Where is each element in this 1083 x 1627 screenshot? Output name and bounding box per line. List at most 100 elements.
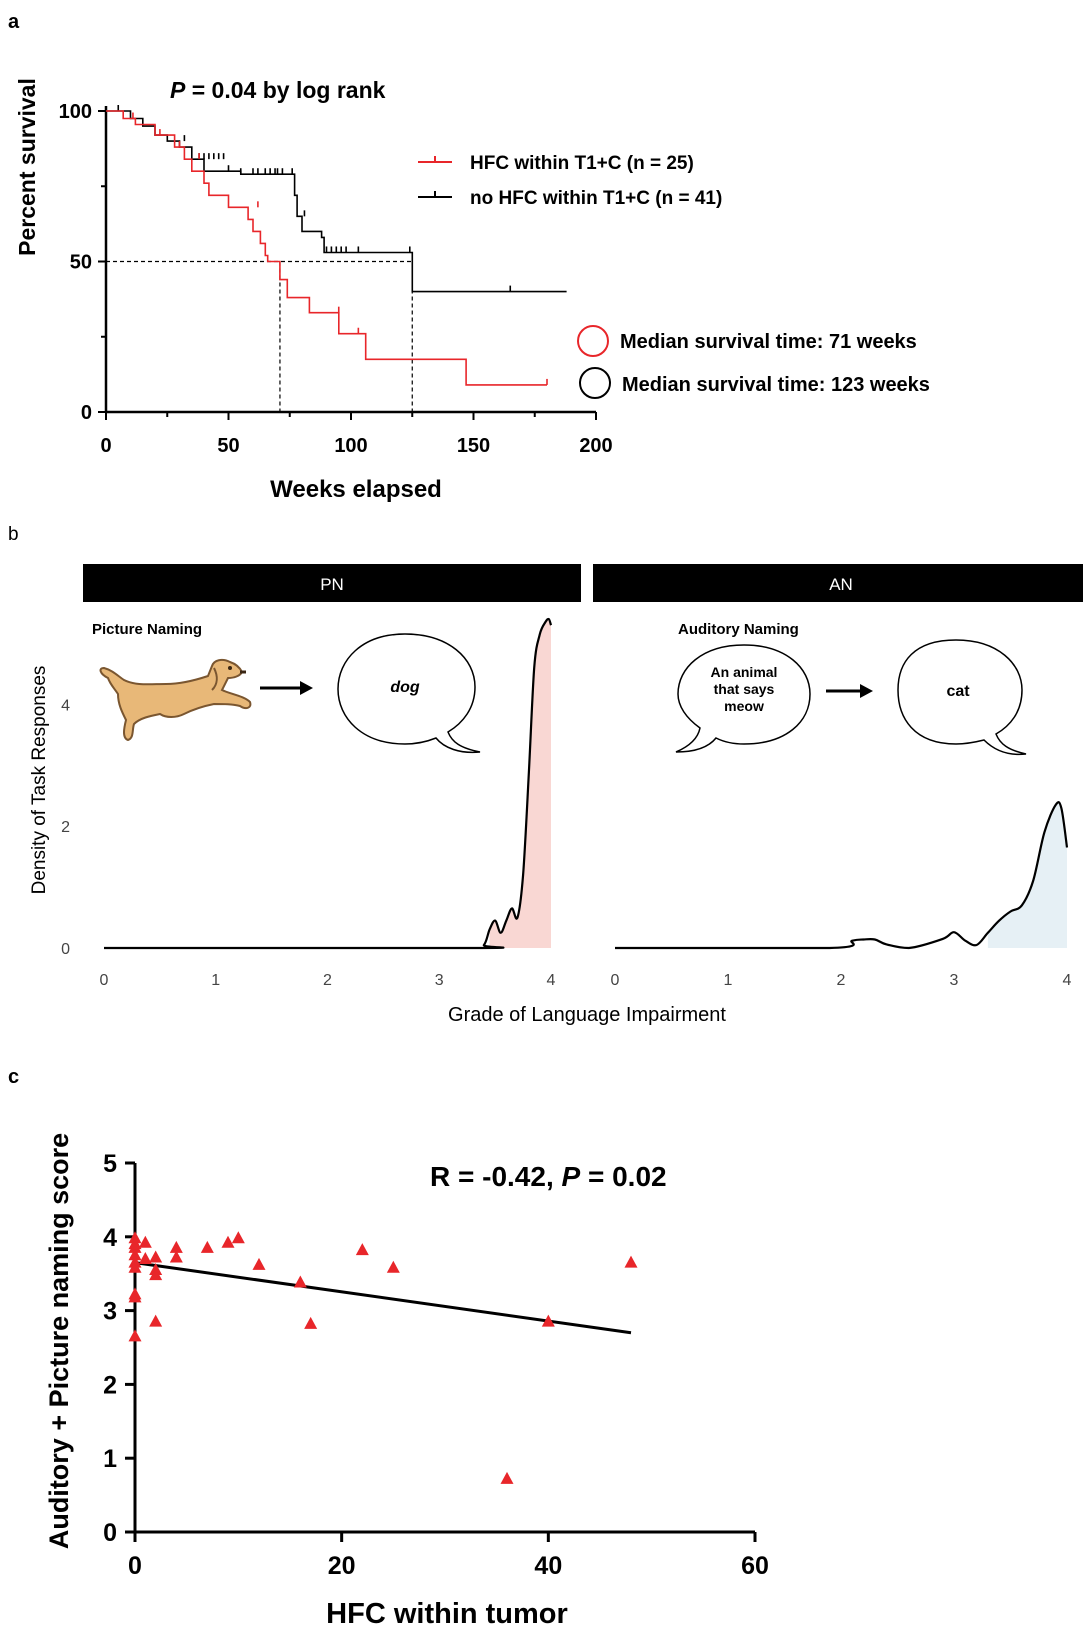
data-point (138, 1235, 152, 1248)
stat-p-rest: = 0.02 (580, 1161, 666, 1192)
legend-label-hfc: HFC within T1+C (n = 25) (470, 153, 694, 174)
speech-bubble-right-icon: cat (897, 639, 1027, 756)
dog-icon (99, 658, 252, 742)
survival-axes: 0 50 100 150 200 0 50 100 (59, 101, 613, 457)
x-tick-label: 100 (334, 435, 367, 457)
x-tick-label: 2 (323, 972, 332, 989)
data-point (128, 1260, 142, 1273)
scatter-axes: 0 20 40 60 0 1 2 3 4 5 (103, 1150, 769, 1580)
x-tick-label: 4 (1063, 972, 1072, 989)
density-x-axis-label: Grade of Language Impairment (448, 1004, 726, 1026)
density-plot-an: 0 1 2 3 4 (611, 801, 1072, 989)
y-tick-label: 5 (103, 1150, 117, 1178)
data-point (149, 1268, 163, 1281)
x-tick-label: 3 (435, 972, 444, 989)
x-tick-label: 20 (328, 1552, 356, 1580)
x-tick-label: 40 (534, 1552, 562, 1580)
bubble-text-dog: dog (390, 679, 420, 696)
data-point (149, 1314, 163, 1327)
survival-legend: HFC within T1+C (n = 25) no HFC within T… (418, 153, 722, 209)
data-point (304, 1316, 318, 1329)
y-tick-label: 100 (59, 101, 92, 123)
panel-c-label: c (8, 1066, 19, 1088)
y-tick-label: 50 (70, 252, 92, 274)
speech-bubble-left-icon: An animal that says meow (675, 644, 811, 753)
data-point (128, 1290, 142, 1303)
bubble-text-line3: meow (724, 698, 764, 714)
x-tick-label: 150 (457, 435, 490, 457)
pvalue-italic: P (170, 77, 186, 103)
y-tick-label: 0 (81, 402, 92, 424)
median-annotations: Median survival time: 71 weeks Median su… (577, 325, 930, 399)
facet-strip-an (593, 564, 1083, 602)
data-point (169, 1240, 183, 1253)
auditory-naming-illustration: Auditory Naming An animal that says meow… (675, 621, 1027, 756)
data-point (541, 1314, 555, 1327)
density-curve (615, 801, 1069, 950)
density-fill (489, 618, 551, 948)
data-point (128, 1248, 142, 1261)
median-marker-red (577, 325, 609, 357)
x-tick-label: 4 (547, 972, 556, 989)
legend-label-no-hfc: no HFC within T1+C (n = 41) (470, 188, 722, 209)
scatter-y-axis-label: Auditory + Picture naming score (44, 1133, 74, 1549)
panel-a: a P = 0.04 by log rank 0 50 100 150 200 0 50 10… (8, 11, 930, 503)
x-tick-label: 1 (724, 972, 733, 989)
density-fill (987, 802, 1067, 948)
picture-naming-title: Picture Naming (92, 621, 202, 638)
picture-naming-illustration: Picture Naming dog (92, 621, 481, 754)
panel-a-label: a (8, 11, 20, 33)
dog-body (99, 658, 252, 742)
x-tick-label: 60 (741, 1552, 769, 1580)
facet-label-pn: PN (320, 575, 344, 594)
auditory-naming-title: Auditory Naming (678, 621, 799, 638)
facet-label-an: AN (829, 575, 853, 594)
y-tick-label: 0 (103, 1519, 117, 1547)
data-point (149, 1250, 163, 1263)
x-tick-label: 0 (100, 972, 109, 989)
bubble-text-line2: that says (714, 681, 775, 697)
data-point (200, 1240, 214, 1253)
panel-c: c R = -0.42, P = 0.02 0 20 40 60 0 1 2 3 4 5 Audi… (8, 1066, 769, 1627)
data-point (386, 1260, 400, 1273)
x-tick-label: 50 (217, 435, 239, 457)
data-point (169, 1250, 183, 1263)
panel-b: b PN AN 0 1 2 3 4 0 2 4 0 1 2 3 4 Density of Task R… (8, 524, 1083, 1026)
data-point (138, 1251, 152, 1264)
y-tick-label: 0 (61, 941, 70, 958)
survival-curve-no-hfc (106, 110, 567, 293)
data-point (252, 1257, 266, 1270)
data-point (128, 1329, 142, 1342)
bubble-text-line1: An animal (711, 664, 778, 680)
correlation-stat: R = -0.42, P = 0.02 (430, 1161, 667, 1192)
density-curve (104, 617, 553, 950)
regression-line (134, 1261, 632, 1335)
stat-p-italic: P (562, 1161, 581, 1192)
x-tick-label: 200 (579, 435, 612, 457)
dog-eye (228, 666, 232, 670)
y-tick-label: 4 (61, 697, 70, 714)
facet-strip-pn (83, 564, 581, 602)
pvalue-text: P = 0.04 by log rank (170, 77, 386, 103)
data-point (500, 1471, 514, 1484)
arrow-icon (826, 684, 873, 698)
y-tick-label: 2 (61, 819, 70, 836)
stat-r: R = -0.42, (430, 1161, 562, 1192)
y-tick-label: 3 (103, 1298, 117, 1326)
density-y-axis-label: Density of Task Responses (29, 666, 50, 895)
x-tick-label: 0 (611, 972, 620, 989)
x-tick-label: 2 (837, 972, 846, 989)
median-text-71: Median survival time: 71 weeks (620, 331, 917, 353)
y-tick-label: 1 (103, 1445, 117, 1473)
data-point (128, 1237, 142, 1250)
y-tick-label: 2 (103, 1371, 117, 1399)
x-tick-label: 0 (128, 1552, 142, 1580)
data-point (624, 1255, 638, 1268)
median-text-123: Median survival time: 123 weeks (622, 374, 930, 396)
x-tick-label: 0 (100, 435, 111, 457)
survival-y-axis-label: Percent survival (14, 78, 40, 256)
data-point (231, 1231, 245, 1244)
scatter-x-axis-label: HFC within tumor (326, 1598, 568, 1627)
data-point (355, 1243, 369, 1256)
